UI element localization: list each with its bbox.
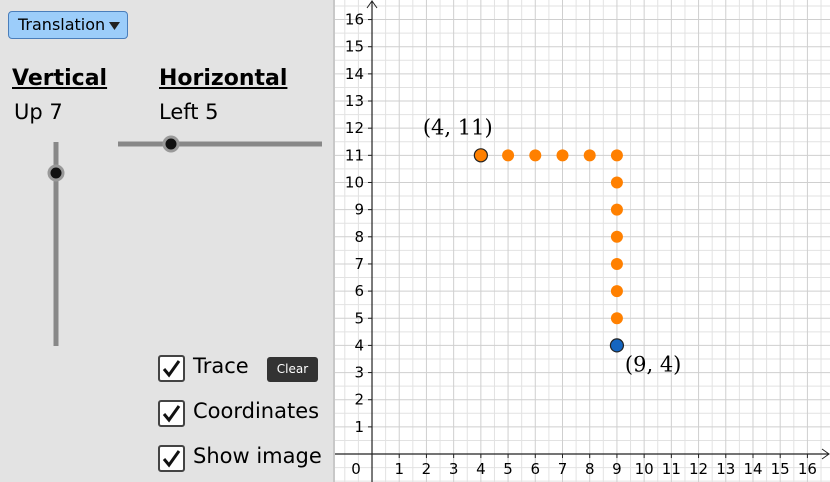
trace-point — [610, 257, 623, 270]
horizontal-knob[interactable] — [162, 135, 180, 153]
x-tick-label: 8 — [585, 460, 595, 478]
y-tick-label: 1 — [354, 418, 364, 436]
trace-point — [610, 230, 623, 243]
x-tick-label: 13 — [716, 460, 735, 478]
x-tick-label: 4 — [476, 460, 486, 478]
dropdown-text: Translation — [18, 15, 106, 34]
x-tick-label: 3 — [449, 460, 459, 478]
graph-background — [335, 0, 830, 482]
checkbox[interactable] — [158, 355, 185, 382]
x-tick-label: 5 — [503, 460, 513, 478]
point — [473, 148, 488, 163]
trace-point — [529, 149, 542, 162]
y-tick-label: 8 — [354, 228, 364, 246]
y-tick-label: 9 — [354, 201, 364, 219]
point — [609, 338, 625, 353]
checkbox-label: Show image — [193, 444, 322, 468]
dropdown-arrow — [109, 22, 120, 30]
dropdown[interactable]: Translation — [8, 11, 128, 39]
checkbox-label: Trace — [193, 354, 249, 378]
trace-point — [610, 176, 623, 189]
x-tick-label: 7 — [558, 460, 568, 478]
x-tick-label: 2 — [422, 460, 432, 478]
trace-point — [610, 312, 623, 325]
y-tick-label: 3 — [354, 364, 364, 382]
point-label: (9, 4) — [625, 352, 681, 376]
x-tick-label: 15 — [771, 460, 790, 478]
checkbox-label: Coordinates — [193, 399, 320, 423]
check-mark — [162, 405, 181, 423]
x-tick-label: 0 — [351, 460, 361, 478]
y-tick-label: 2 — [354, 391, 364, 409]
x-tick-label: 16 — [798, 460, 817, 478]
sliders — [47, 135, 322, 346]
trace-point — [583, 149, 596, 162]
trace-point — [610, 285, 623, 298]
point-label: (4, 11) — [423, 115, 493, 139]
y-tick-label: 14 — [345, 65, 364, 83]
trace-point — [556, 149, 569, 162]
vertical-knob[interactable] — [47, 164, 65, 182]
y-tick-label: 4 — [354, 336, 364, 354]
check-mark — [162, 360, 181, 378]
y-tick-label: 13 — [345, 92, 364, 110]
trace-point — [502, 149, 515, 162]
x-tick-label: 14 — [743, 460, 762, 478]
x-tick-label: 1 — [394, 460, 404, 478]
x-tick-label: 11 — [662, 460, 681, 478]
y-tick-label: 7 — [354, 255, 364, 273]
x-tick-label: 6 — [531, 460, 541, 478]
y-tick-label: 15 — [345, 38, 364, 56]
vertical-label: Vertical — [12, 66, 108, 91]
checkbox[interactable] — [158, 445, 185, 472]
graph: 0 1 2 3 4 5 6 7 8 9 10 11 12 13 14 15 161234567891011121… — [335, 0, 830, 482]
y-tick-label: 5 — [354, 309, 364, 327]
vertical-value: Up 7 — [14, 100, 63, 124]
y-axis-arrow — [366, 0, 378, 9]
horizontal-value: Left 5 — [159, 100, 219, 124]
y-tick-label: 16 — [345, 11, 364, 29]
check-mark — [162, 450, 181, 468]
y-tick-label: 10 — [345, 173, 364, 191]
x-tick-label: 9 — [612, 460, 622, 478]
x-axis-arrow — [821, 448, 830, 460]
trace-point — [610, 149, 623, 162]
control-panel: Translation Vertical Up 7 Horizontal Lef… — [0, 0, 335, 482]
clear-button[interactable]: Clear — [267, 357, 318, 382]
x-tick-label: 10 — [635, 460, 654, 478]
x-tick-label: 12 — [689, 460, 708, 478]
horizontal-label: Horizontal — [159, 66, 288, 91]
y-tick-label: 6 — [354, 282, 364, 300]
trace-point — [610, 203, 623, 216]
y-tick-label: 11 — [345, 146, 364, 164]
y-tick-label: 12 — [345, 119, 364, 137]
checkbox[interactable] — [158, 400, 185, 427]
